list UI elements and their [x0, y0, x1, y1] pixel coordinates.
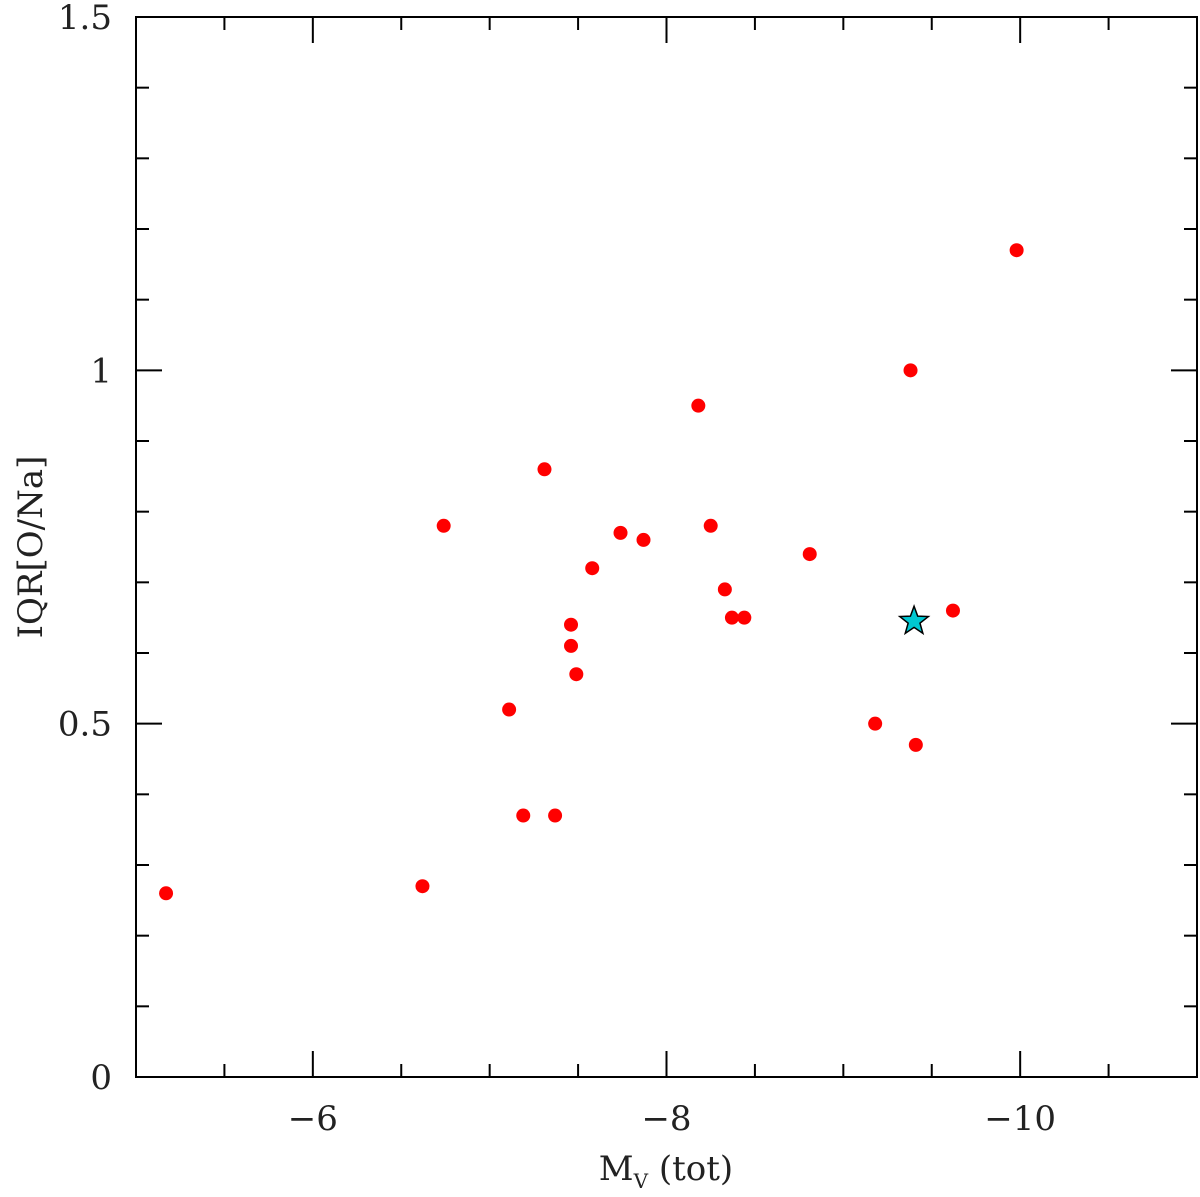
- y-tick-label: 0.5: [58, 705, 112, 745]
- data-point: [691, 398, 706, 413]
- x-axis-title-rest: (tot): [648, 1149, 733, 1189]
- data-point: [548, 808, 563, 823]
- axis-ticks: [135, 16, 1198, 1078]
- data-point: [585, 561, 600, 576]
- data-point: [724, 610, 739, 625]
- x-axis-title-subscript: V: [633, 1169, 649, 1193]
- data-point: [502, 702, 517, 717]
- data-point: [159, 886, 174, 901]
- y-tick-label: 1.5: [58, 0, 112, 38]
- y-tick-label: 1: [90, 351, 112, 391]
- data-point: [945, 603, 960, 618]
- data-point: [564, 617, 579, 632]
- data-point: [1009, 243, 1024, 258]
- data-point: [703, 518, 718, 533]
- x-tick-label: −8: [641, 1099, 691, 1139]
- x-tick-label: −10: [984, 1099, 1056, 1139]
- data-point: [636, 532, 651, 547]
- x-axis-title: MV (tot): [599, 1149, 733, 1193]
- star-marker: [897, 604, 931, 636]
- data-point: [516, 808, 531, 823]
- data-point: [903, 363, 918, 378]
- data-point: [737, 610, 752, 625]
- x-tick-label: −6: [288, 1099, 338, 1139]
- y-axis-title: IQR[O/Na]: [11, 456, 51, 639]
- data-points: [159, 243, 1024, 901]
- plot-frame: [135, 16, 1198, 1078]
- axis-tick-labels: −6 −8 −10 0 0.5 1 1.5: [58, 0, 1056, 1139]
- data-point: [908, 737, 923, 752]
- x-axis-title-main: M: [599, 1149, 634, 1189]
- data-point: [415, 879, 430, 894]
- data-point: [868, 716, 883, 731]
- y-tick-label: 0: [90, 1058, 112, 1098]
- data-point: [717, 582, 732, 597]
- data-point: [436, 518, 451, 533]
- data-point: [802, 547, 817, 562]
- data-point: [537, 462, 552, 477]
- data-point: [564, 638, 579, 653]
- data-point: [613, 525, 628, 540]
- data-point: [569, 667, 584, 682]
